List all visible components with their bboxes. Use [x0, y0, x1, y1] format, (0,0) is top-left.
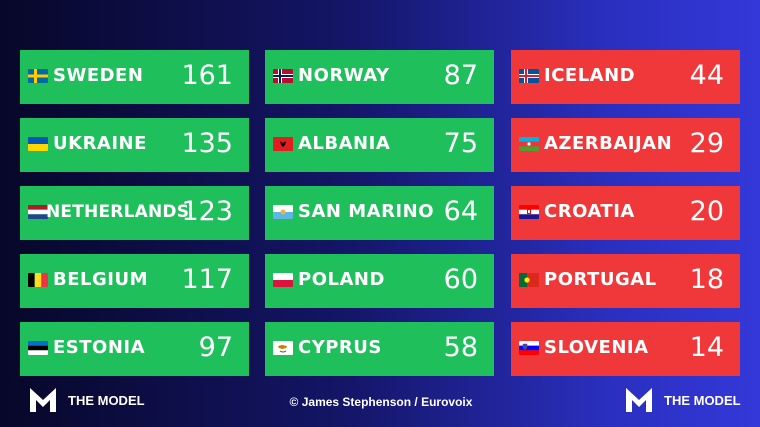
portugal-flag-icon [519, 273, 539, 287]
result-card-portugal: PORTUGAL 18 [511, 254, 740, 308]
points-value: 75 [443, 128, 478, 159]
points-value: 20 [689, 196, 724, 227]
points-value: 64 [443, 196, 478, 227]
brand-logo-right: THE MODEL [624, 386, 741, 414]
result-card-poland: POLAND 60 [265, 254, 494, 308]
result-card-estonia: ESTONIA 97 [20, 322, 249, 376]
country-name: SAN MARINO [298, 201, 434, 222]
estonia-flag-icon [28, 341, 48, 355]
m-logo-icon [28, 386, 58, 414]
points-value: 29 [689, 128, 724, 159]
points-value: 18 [689, 264, 724, 295]
points-value: 135 [181, 128, 233, 159]
azerbaijan-flag-icon [519, 137, 539, 151]
result-card-ukraine: UKRAINE 135 [20, 118, 249, 172]
brand-name: THE MODEL [68, 392, 145, 408]
ukraine-flag-icon [28, 137, 48, 151]
result-card-sweden: SWEDEN 161 [20, 50, 249, 104]
croatia-flag-icon [519, 205, 539, 219]
country-name: SLOVENIA [544, 337, 649, 358]
points-value: 123 [181, 196, 233, 227]
points-value: 60 [443, 264, 478, 295]
points-value: 97 [198, 332, 233, 363]
country-name: NORWAY [298, 65, 390, 86]
country-name: POLAND [298, 269, 385, 290]
poland-flag-icon [273, 273, 293, 287]
country-name: ALBANIA [298, 133, 391, 154]
country-name: BELGIUM [53, 269, 148, 290]
albania-flag-icon [273, 137, 293, 151]
result-card-san-marino: SAN MARINO 64 [265, 186, 494, 240]
result-card-cyprus: CYPRUS 58 [265, 322, 494, 376]
result-card-belgium: BELGIUM 117 [20, 254, 249, 308]
country-name: UKRAINE [53, 133, 147, 154]
points-value: 58 [443, 332, 478, 363]
san-marino-flag-icon [273, 205, 293, 219]
slovenia-flag-icon [519, 341, 539, 355]
result-card-slovenia: SLOVENIA 14 [511, 322, 740, 376]
points-value: 87 [443, 60, 478, 91]
result-card-croatia: CROATIA 20 [511, 186, 740, 240]
country-name: AZERBAIJAN [544, 133, 673, 154]
country-name: ESTONIA [53, 337, 146, 358]
photo-credit: © James Stephenson / Eurovoix [289, 395, 473, 409]
iceland-flag-icon [519, 69, 539, 83]
result-card-iceland: ICELAND 44 [511, 50, 740, 104]
sweden-flag-icon [28, 69, 48, 83]
brand-logo-left: THE MODEL [28, 386, 145, 414]
result-card-norway: NORWAY 87 [265, 50, 494, 104]
result-card-netherlands: NETHERLANDS 123 [20, 186, 249, 240]
belgium-flag-icon [28, 273, 48, 287]
country-name: CYPRUS [298, 337, 382, 358]
result-card-azerbaijan: AZERBAIJAN 29 [511, 118, 740, 172]
country-name: CROATIA [544, 201, 635, 222]
points-value: 14 [689, 332, 724, 363]
points-value: 44 [689, 60, 724, 91]
brand-name: THE MODEL [664, 392, 741, 408]
country-name: ICELAND [544, 65, 636, 86]
points-value: 117 [181, 264, 233, 295]
country-name: NETHERLANDS [46, 202, 190, 222]
country-name: SWEDEN [53, 65, 144, 86]
result-card-albania: ALBANIA 75 [265, 118, 494, 172]
points-value: 161 [181, 60, 233, 91]
cyprus-flag-icon [273, 341, 293, 355]
netherlands-flag-icon [28, 205, 48, 219]
norway-flag-icon [273, 69, 293, 83]
m-logo-icon [624, 386, 654, 414]
country-name: PORTUGAL [544, 269, 657, 290]
